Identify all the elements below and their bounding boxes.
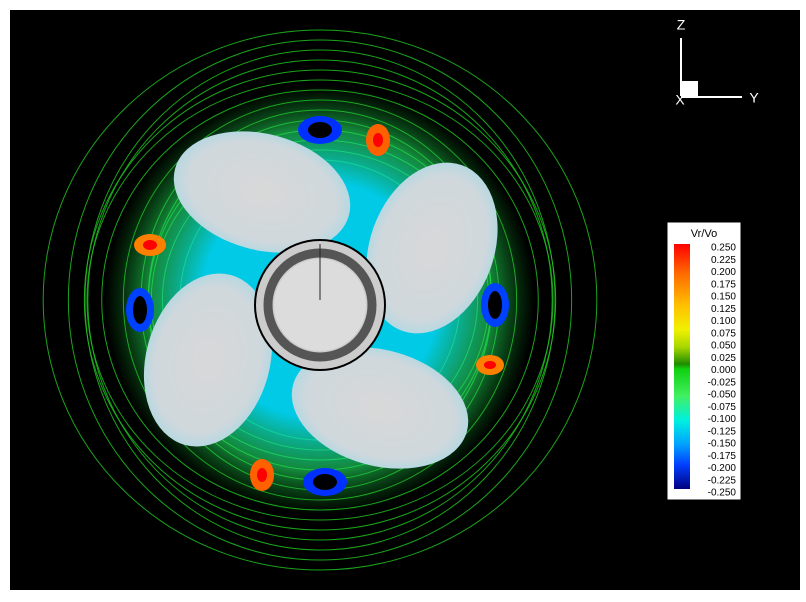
- axis-label: Z: [677, 17, 686, 33]
- legend-label: -0.075: [708, 402, 737, 413]
- spots: [126, 116, 509, 496]
- legend-label: -0.025: [708, 377, 737, 388]
- legend-label: 0.125: [711, 304, 736, 315]
- contour-line: [84, 49, 556, 551]
- legend-label: 0.100: [711, 316, 736, 327]
- legend-label: -0.225: [708, 475, 737, 486]
- legend-label: -0.125: [708, 426, 737, 437]
- contour-line: [87, 59, 553, 541]
- contour-line: [83, 69, 557, 531]
- legend-label: 0.050: [711, 341, 736, 352]
- contour-line: [42, 29, 598, 571]
- color-bar: [674, 244, 690, 489]
- legend-label: 0.025: [711, 353, 736, 364]
- axis-label: Y: [749, 90, 759, 106]
- legend-label: 0.175: [711, 279, 736, 290]
- axis-label: X: [675, 92, 685, 108]
- legend-label: -0.200: [708, 463, 737, 474]
- legend-label: 0.000: [711, 365, 736, 376]
- legend-label: -0.150: [708, 439, 737, 450]
- legend-label: 0.250: [711, 243, 736, 254]
- legend-label: 0.075: [711, 328, 736, 339]
- legend-title: Vr/Vo: [691, 228, 718, 240]
- legend-label: -0.250: [708, 488, 737, 499]
- axes-triad: Z Y X: [675, 17, 759, 108]
- legend-label: 0.200: [711, 267, 736, 278]
- contour-line: [67, 39, 573, 561]
- blades: [143, 131, 498, 469]
- legend-label: -0.050: [708, 390, 737, 401]
- legend-label: -0.100: [708, 414, 737, 425]
- legend-label: 0.150: [711, 292, 736, 303]
- contour-line: [86, 79, 554, 521]
- legend-label: -0.175: [708, 451, 737, 462]
- hub: [254, 239, 386, 371]
- legend-label: 0.225: [711, 255, 736, 266]
